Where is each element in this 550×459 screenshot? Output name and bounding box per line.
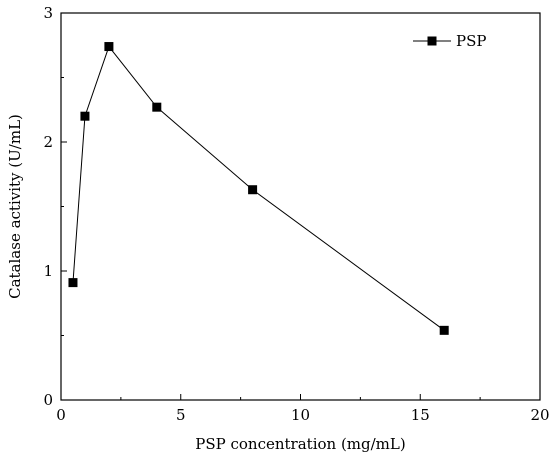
data-point [68,278,78,288]
data-point [80,111,90,121]
plot-border [60,12,541,401]
series-line-psp [72,45,445,331]
legend-label-psp: PSP [456,32,486,50]
y-tick-label: 1 [43,262,53,280]
x-tick-label: 20 [530,406,549,424]
y-tick-label: 3 [43,4,53,22]
y-axis-title: Catalase activity (U/mL) [6,114,24,299]
x-tick-label: 10 [291,406,310,424]
data-point [248,185,258,195]
y-axis-ticks: 0 1 2 3 [43,4,67,409]
series-layer [68,42,449,335]
data-point [439,325,449,335]
legend-marker [427,36,437,46]
y-tick-label: 2 [43,133,53,151]
data-point [104,42,114,52]
x-tick-label: 15 [411,406,430,424]
data-point [152,102,162,112]
y-tick-label: 0 [43,391,53,409]
x-axis-title: PSP concentration (mg/mL) [195,435,405,453]
x-axis-ticks: 0 5 10 15 20 [56,394,550,424]
plot-frame [60,12,541,401]
x-tick-label: 0 [56,406,66,424]
x-tick-label: 5 [176,406,186,424]
legend: PSP [413,32,486,50]
